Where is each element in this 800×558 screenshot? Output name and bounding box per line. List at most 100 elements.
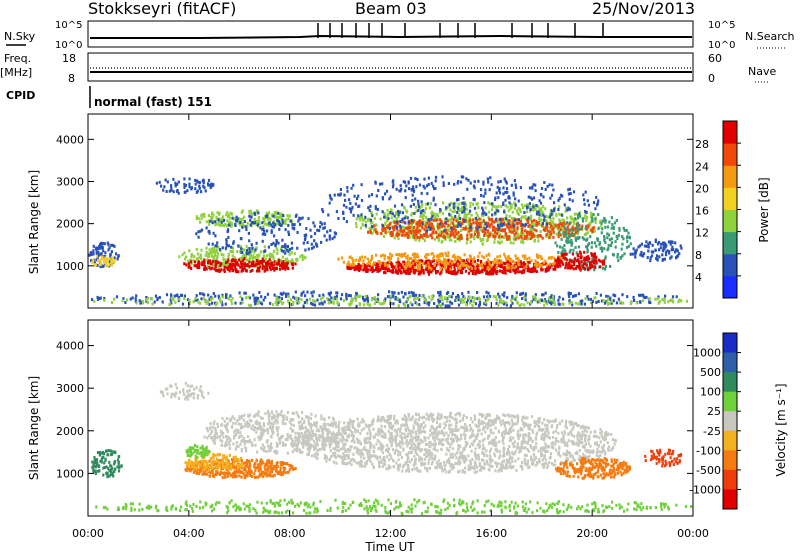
power-cell: [282, 214, 284, 217]
power-cell: [455, 296, 457, 299]
power-cell: [162, 189, 164, 192]
power-cell: [428, 177, 430, 180]
power-cell: [208, 230, 210, 233]
power-cell: [289, 253, 291, 256]
power-cell: [624, 229, 626, 232]
power-cell: [617, 253, 619, 256]
power-cell: [168, 303, 170, 306]
power-cell: [405, 184, 407, 187]
power-cell: [204, 261, 206, 264]
power-cell: [252, 255, 254, 258]
power-cell: [478, 271, 480, 274]
power-cell: [449, 218, 451, 221]
power-cell: [587, 199, 589, 202]
power-cell: [472, 218, 474, 221]
power-cell: [562, 298, 564, 301]
power-cell: [166, 190, 168, 193]
power-cell: [455, 229, 457, 232]
power-cell: [386, 190, 388, 193]
power-cell: [506, 235, 508, 238]
power-cell: [214, 295, 216, 298]
power-cell: [457, 225, 459, 228]
power-cell: [248, 215, 250, 218]
power-cell: [626, 240, 628, 243]
power-cell: [294, 223, 296, 226]
power-cell: [668, 240, 670, 243]
power-cell: [433, 219, 435, 222]
power-cell: [535, 204, 537, 207]
power-cell: [250, 224, 252, 227]
power-cell: [547, 185, 549, 188]
velocity-cell: [436, 461, 438, 464]
power-cell: [441, 299, 443, 302]
power-cell: [577, 253, 579, 256]
power-cell: [313, 239, 315, 242]
power-cell: [564, 257, 566, 260]
power-cell: [477, 214, 479, 217]
power-cell: [609, 297, 611, 300]
power-cell: [284, 222, 286, 225]
power-cell: [98, 254, 100, 257]
power-cell: [483, 227, 485, 230]
power-cell: [514, 207, 516, 210]
power-cell: [209, 248, 211, 251]
power-cell: [225, 261, 227, 264]
power-cell: [248, 232, 250, 235]
power-cell: [502, 186, 504, 189]
power-cell: [399, 220, 401, 223]
power-cell: [588, 204, 590, 207]
power-cell: [611, 227, 613, 230]
power-cell: [219, 298, 221, 301]
power-cell: [569, 264, 571, 267]
power-cell: [618, 298, 620, 301]
power-cell: [493, 226, 495, 229]
power-cell: [532, 205, 534, 208]
power-cell: [360, 227, 362, 230]
power-cell: [585, 297, 587, 300]
power-cell: [408, 291, 410, 294]
power-cell: [281, 293, 283, 296]
station-title: Stokkseyri (fitACF): [88, 0, 236, 18]
power-cell: [218, 218, 220, 221]
power-cell: [671, 248, 673, 251]
power-cell: [471, 214, 473, 217]
power-cell: [608, 234, 610, 237]
power-cell: [472, 272, 474, 275]
power-cell: [100, 259, 102, 262]
power-cell: [461, 175, 463, 178]
power-cell: [513, 297, 515, 300]
power-cell: [586, 211, 588, 214]
power-cell: [521, 297, 523, 300]
power-cell: [469, 302, 471, 305]
power-cell: [450, 239, 452, 242]
power-cell: [398, 304, 400, 307]
power-cell: [591, 217, 593, 220]
power-cell: [190, 187, 192, 190]
power-cell: [514, 233, 516, 236]
power-cell: [244, 220, 246, 223]
power-cell: [417, 267, 419, 270]
power-cell: [257, 262, 259, 265]
power-cell: [306, 291, 308, 294]
power-cell: [431, 182, 433, 185]
power-cell: [214, 234, 216, 237]
power-cell: [472, 258, 474, 261]
power-cell: [380, 232, 382, 235]
power-cell: [616, 256, 618, 259]
power-cell: [234, 268, 236, 271]
power-cell: [215, 260, 217, 263]
power-cell: [448, 229, 450, 232]
power-cell: [648, 301, 650, 304]
power-cell: [272, 242, 274, 245]
power-cell: [97, 259, 99, 262]
power-cell: [584, 203, 586, 206]
power-cell: [671, 299, 673, 302]
power-cell: [664, 258, 666, 261]
power-cell: [337, 217, 339, 220]
power-cell: [457, 180, 459, 183]
power-cell: [327, 214, 329, 217]
power-cell: [307, 217, 309, 220]
power-cell: [594, 266, 596, 269]
power-cell: [573, 220, 575, 223]
power-cell: [375, 224, 377, 227]
